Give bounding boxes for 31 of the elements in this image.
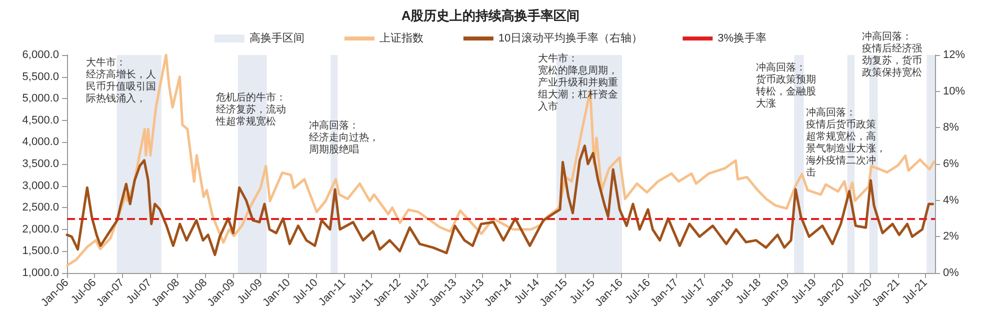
y-tick-label: 3,000.0 bbox=[22, 180, 59, 192]
y-tick-label: 2,000.0 bbox=[22, 223, 59, 236]
annotation: 冲高回落：疫情后经济强劲复苏，货币政策保持宽松 bbox=[862, 30, 922, 78]
annotation: 大牛市：经济高增长，人民币升值吸引国际热钱涌入， bbox=[86, 56, 156, 104]
annotation: 大牛市：宽松的降息周期，产业升级和并购重组大潮；杠杆资金入市 bbox=[538, 52, 618, 112]
legend-label: 高换手区间 bbox=[249, 32, 304, 44]
y2-tick-label: 6% bbox=[943, 158, 960, 170]
y-tick-label: 1,500.0 bbox=[22, 245, 59, 258]
legend-label: 3%换手率 bbox=[718, 32, 767, 44]
y2-tick-label: 2% bbox=[943, 230, 960, 243]
y-tick-label: 3,500.0 bbox=[22, 158, 59, 170]
annotation: 危机后的牛市：经济复苏，流动性超常规宽松 bbox=[215, 92, 286, 128]
legend-label: 上证指数 bbox=[379, 32, 424, 44]
y-tick-label: 4,000.0 bbox=[22, 136, 59, 148]
annotation: 冲高回落：疫情后货币政策超常规宽松，高景气制造业大涨，海外疫情二次冲击 bbox=[806, 106, 886, 178]
line-series bbox=[66, 54, 936, 266]
y-tick-label: 2,500.0 bbox=[22, 202, 59, 214]
annotation: 冲高回落：经济走向过热，周期股绝唱 bbox=[309, 120, 379, 156]
y2-tick-label: 12% bbox=[943, 49, 966, 61]
y-tick-label: 5,500.0 bbox=[22, 70, 59, 83]
y2-tick-label: 0% bbox=[943, 267, 960, 279]
legend-label: 10日滚动平均换手率（右轴） bbox=[498, 32, 643, 44]
y-tick-label: 6,000.0 bbox=[22, 49, 59, 61]
y2-tick-label: 8% bbox=[943, 122, 960, 134]
y-tick-label: 1,000.0 bbox=[22, 267, 59, 279]
line-series bbox=[66, 144, 934, 256]
y2-tick-label: 4% bbox=[943, 194, 960, 206]
y-tick-label: 5,000.0 bbox=[22, 92, 59, 105]
y-tick-label: 4,500.0 bbox=[22, 114, 59, 126]
chart-title: A股历史上的持续高换手率区间 bbox=[401, 8, 580, 23]
y2-tick-label: 10% bbox=[943, 85, 966, 98]
